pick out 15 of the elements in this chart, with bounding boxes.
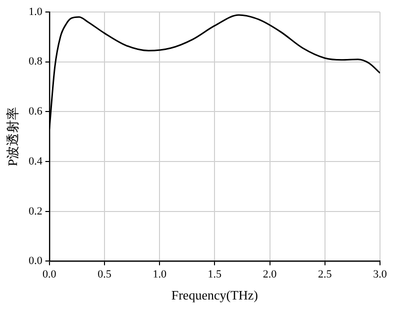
y-tick-label: 0.2 (28, 205, 42, 218)
y-tick-label: 0.8 (28, 56, 43, 68)
y-tick-label: 0.0 (28, 255, 43, 268)
y-tick-label: 1.0 (28, 6, 43, 18)
x-tick-label: 0.5 (98, 268, 112, 281)
x-axis-title: Frequency(THz) (171, 288, 258, 303)
x-tick-label: 1.0 (152, 268, 167, 281)
y-tick-label: 0.6 (28, 106, 43, 118)
x-tick-label: 0.0 (42, 268, 57, 281)
x-tick-label: 2.5 (318, 268, 332, 281)
x-tick-label: 1.5 (208, 268, 222, 281)
y-axis-title: P波透射率 (5, 106, 20, 166)
x-tick-label: 3.0 (373, 268, 388, 281)
x-tick-label: 2.0 (262, 268, 278, 281)
y-tick-label: 0.4 (28, 155, 43, 168)
